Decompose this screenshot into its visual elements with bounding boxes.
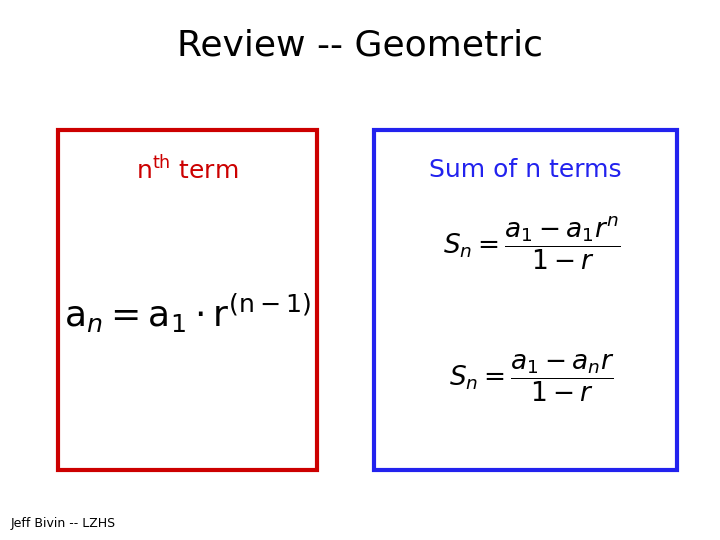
Text: Review -- Geometric: Review -- Geometric bbox=[177, 29, 543, 63]
Text: $\mathrm{a}_n = \mathrm{a}_1 \cdot \mathrm{r}^{(\mathrm{n}-1)}$: $\mathrm{a}_n = \mathrm{a}_1 \cdot \math… bbox=[64, 292, 310, 335]
Text: Jeff Bivin -- LZHS: Jeff Bivin -- LZHS bbox=[11, 517, 116, 530]
FancyBboxPatch shape bbox=[58, 130, 317, 470]
Text: $\mathrm{n}^{\mathrm{th}}$ term: $\mathrm{n}^{\mathrm{th}}$ term bbox=[136, 156, 238, 184]
Text: $S_n = \dfrac{a_1 - a_1 r^n}{1-r}$: $S_n = \dfrac{a_1 - a_1 r^n}{1-r}$ bbox=[443, 215, 621, 273]
FancyBboxPatch shape bbox=[374, 130, 677, 470]
Text: Sum of n terms: Sum of n terms bbox=[429, 158, 622, 182]
Text: $S_n = \dfrac{a_1 - a_n r}{1-r}$: $S_n = \dfrac{a_1 - a_n r}{1-r}$ bbox=[449, 352, 614, 404]
